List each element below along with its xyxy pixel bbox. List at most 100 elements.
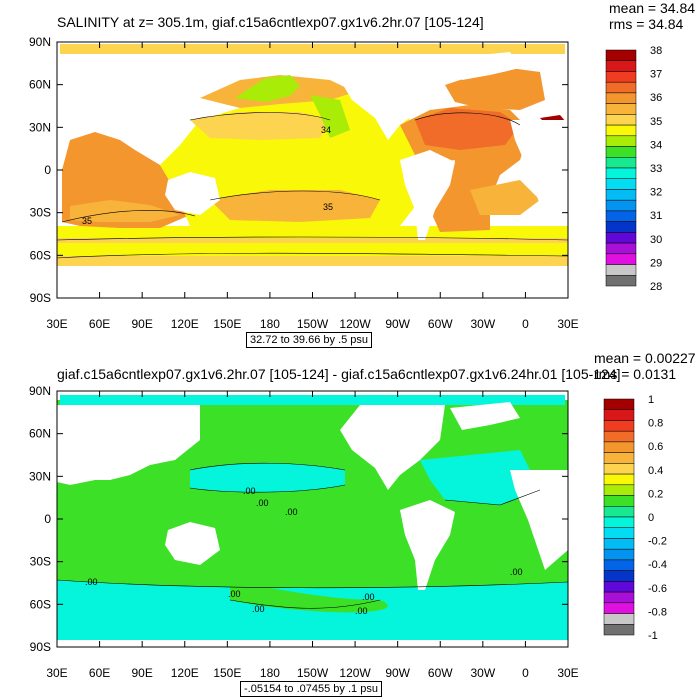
panel2-rms: rms = 0.0131 [594,366,677,382]
p1-cbar-box-6 [605,114,637,126]
p1-cbar-label-4: 34 [650,139,662,151]
p2-cbar-label-1: 0.8 [648,418,663,430]
p1-contour-label-1: 35 [323,202,333,212]
p1-pacific-south-gyre [210,190,380,222]
p2-contour-label-0: .00 [243,486,256,496]
p2-xtick-label-6: 150W [297,666,329,680]
p1-xtick-label-6: 150W [297,317,329,331]
p2-cbar-box-12 [603,527,635,539]
p1-cbar-box-15 [605,210,637,222]
p1-cbar-box-13 [605,189,637,201]
p1-cbar-box-16 [605,221,637,233]
p2-ytick-label-4: 30S [30,555,51,569]
p1-cbar-box-17 [605,232,637,244]
p1-xtick-label-9: 60W [428,317,453,331]
p1-cbar-box-3 [605,81,637,94]
p2-xtick-label-5: 180 [260,666,280,680]
panel1-stats: mean = 34.84 rms = 34.84 [609,0,695,32]
panel2-x-axis: 30E 60E 90E 120E 150E 180 150W 120W 90W 60W 30W 0 30… [46,391,579,680]
p1-contour-label-0: 35 [82,216,92,226]
p2-cbar-label-7: -0.4 [648,559,667,571]
panel2-contours [56,462,569,609]
p2-xtick-label-3: 120E [171,666,199,680]
p2-xtick-label-7: 120W [339,666,371,680]
p2-cbar-box-17 [603,581,635,593]
p1-cbar-box-2 [605,71,637,83]
panel2-map: .00 .00 .00 .00 .00 .00 .00 .00 .00 30E 6… [29,384,579,680]
p2-cbar-box-3 [603,430,635,443]
p1-xtick-label-12: 30E [557,317,578,331]
p2-ytick-label-2: 30N [29,469,51,483]
p1-cbar-box-20 [605,264,637,276]
panel1-mean: mean = 34.84 [609,0,696,16]
p1-cbar-box-1 [605,60,637,72]
p2-north-america [340,405,445,490]
panel1-x-axis: 30E 60E 90E 120E 150E 180 150W 120W 90W 60W 30W 0 30… [46,42,579,331]
p2-xtick-label-0: 30E [46,666,67,680]
p1-cbar-box-9 [605,146,637,158]
p2-xtick-label-1: 60E [89,666,110,680]
p1-xtick-label-4: 150E [213,317,241,331]
p2-arctic [60,395,565,405]
p1-cbar-box-19 [605,253,637,265]
panel2-stats: mean = 0.00227 rms = 0.0131 [594,350,696,382]
p2-cbar-box-1 [603,409,635,421]
p2-north-atlantic-cyan [420,450,540,505]
p1-cbar-label-6: 32 [650,187,662,199]
panel1-range-label: 32.72 to 39.66 by .5 psu [246,332,373,348]
p2-cbar-box-4 [603,441,635,453]
p2-cbar-label-2: 0.6 [648,441,663,453]
p2-contour-label-2: .00 [285,507,298,517]
p1-xtick-label-1: 60E [89,317,110,331]
p2-cbar-box-11 [603,516,635,528]
p1-north-pacific-green [235,75,300,102]
p1-contour-6 [189,112,331,121]
p1-cbar-box-8 [605,135,637,147]
p2-cbar-box-20 [603,613,635,625]
panel2-y-axis: 90N 60N 30N 0 30S 60S 90S [29,384,568,654]
p2-cbar-box-13 [603,538,635,550]
p1-contour-2 [209,190,381,201]
p1-contour-4 [56,252,569,259]
p2-contour-3 [56,579,569,589]
p2-cbar-label-9: -0.8 [648,606,667,618]
p2-south-green-patch [230,580,388,613]
panel2-range-label: -.05154 to .07455 by .1 psu [240,681,382,697]
p2-xtick-label-12: 30E [557,666,578,680]
p2-cbar-label-8: -0.6 [648,583,667,595]
p2-australia [165,522,220,565]
p1-contour-3 [56,236,569,241]
p2-ytick-label-5: 60S [30,597,51,611]
p1-ytick-label-5: 60S [30,248,51,262]
p1-cbar-box-18 [605,242,637,255]
p1-xtick-label-5: 180 [260,317,280,331]
p2-cbar-box-9 [603,495,635,507]
p2-cbar-box-7 [603,473,635,486]
p1-cbar-box-10 [605,157,637,169]
p1-cbar-label-10: 28 [650,281,662,293]
p1-ytick-label-2: 30N [29,120,51,134]
p2-cbar-box-0 [603,398,635,410]
p1-cbar-label-5: 33 [650,163,662,175]
p2-eurasia [57,405,200,485]
p2-africa [510,470,568,570]
p2-xtick-label-9: 60W [428,666,453,680]
p2-contour-4 [229,599,381,609]
p1-greenland [450,52,520,80]
p1-ytick-label-0: 90N [29,35,51,49]
p2-cbar-box-5 [603,452,635,464]
p1-cbar-box-7 [605,124,637,137]
p1-cbar-label-0: 38 [650,45,662,57]
p2-ytick-label-3: 0 [44,512,51,526]
p1-pacific-north-gyre [190,112,330,140]
p2-ytick-label-6: 90S [30,640,51,654]
p1-cbar-box-12 [605,178,637,190]
p2-cbar-box-18 [603,591,635,604]
p2-southern-green [57,560,568,588]
p2-cbar-label-3: 0.4 [648,465,663,477]
p1-contour-1 [61,210,196,223]
p1-contour-5 [414,112,521,126]
p2-contour-5 [444,489,541,506]
p2-cbar-box-15 [603,559,635,571]
